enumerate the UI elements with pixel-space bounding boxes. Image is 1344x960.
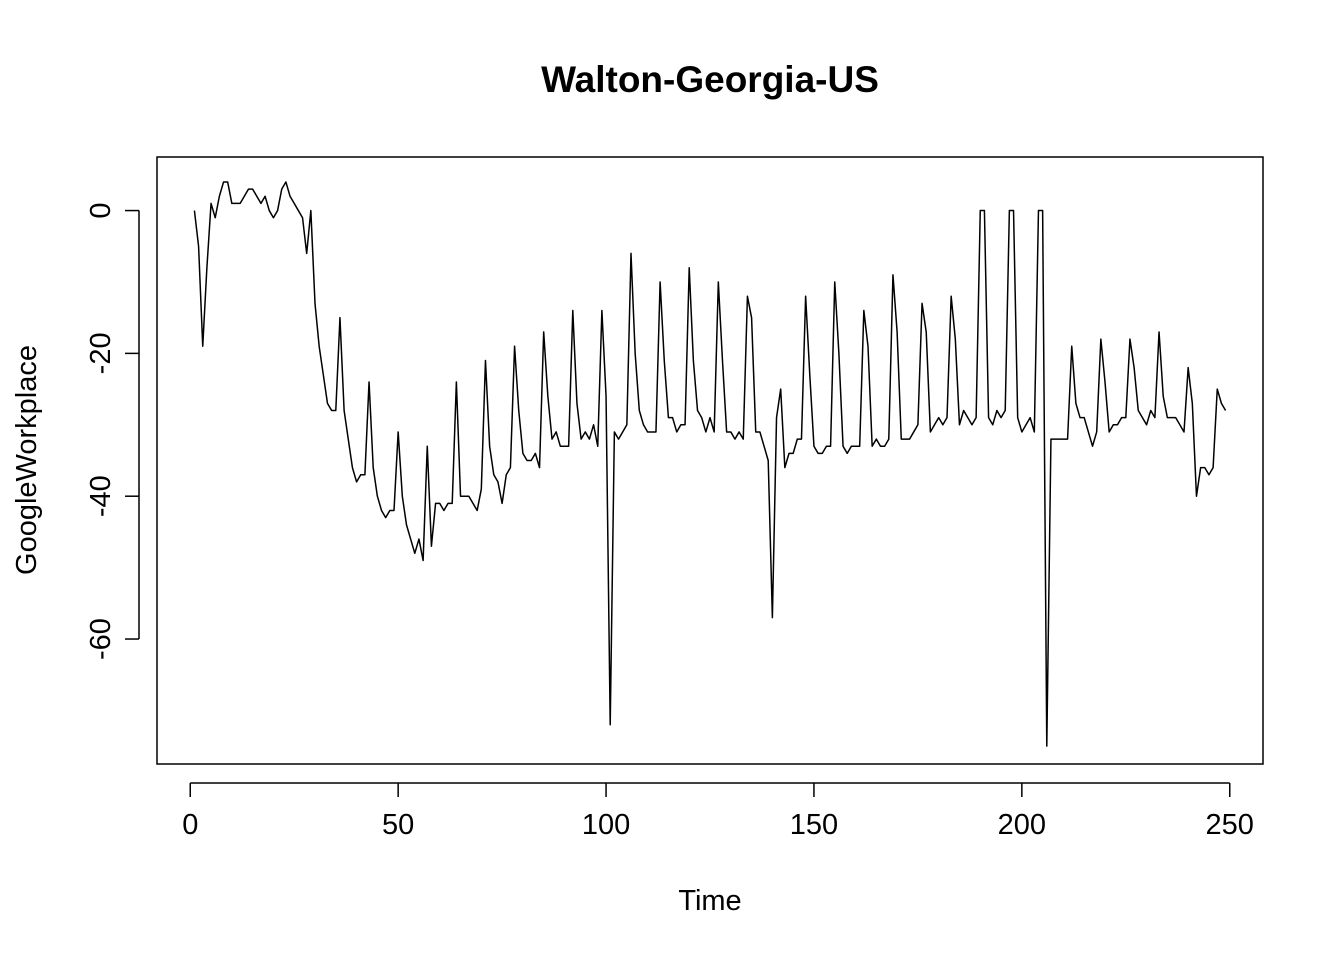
y-tick-label: -20 bbox=[85, 332, 117, 374]
x-axis-label: Time bbox=[678, 885, 741, 917]
series-line bbox=[193, 181, 1227, 747]
x-tick-label: 250 bbox=[1206, 809, 1254, 841]
y-axis: 0 -20 -40 -60 bbox=[85, 202, 140, 660]
y-tick-label: 0 bbox=[85, 202, 117, 218]
y-tick-label: -60 bbox=[85, 618, 117, 660]
x-tick-label: 50 bbox=[382, 809, 414, 841]
plot-box bbox=[156, 156, 1264, 765]
x-tick-label: 100 bbox=[582, 809, 630, 841]
chart-title: Walton-Georgia-US bbox=[541, 59, 879, 100]
x-tick-label: 150 bbox=[790, 809, 838, 841]
x-tick-label: 0 bbox=[182, 809, 198, 841]
x-axis: 0 50 100 150 200 250 bbox=[182, 782, 1254, 841]
x-tick-label: 200 bbox=[998, 809, 1046, 841]
y-axis-label: GoogleWorkplace bbox=[11, 345, 43, 575]
y-tick-label: -40 bbox=[85, 475, 117, 517]
